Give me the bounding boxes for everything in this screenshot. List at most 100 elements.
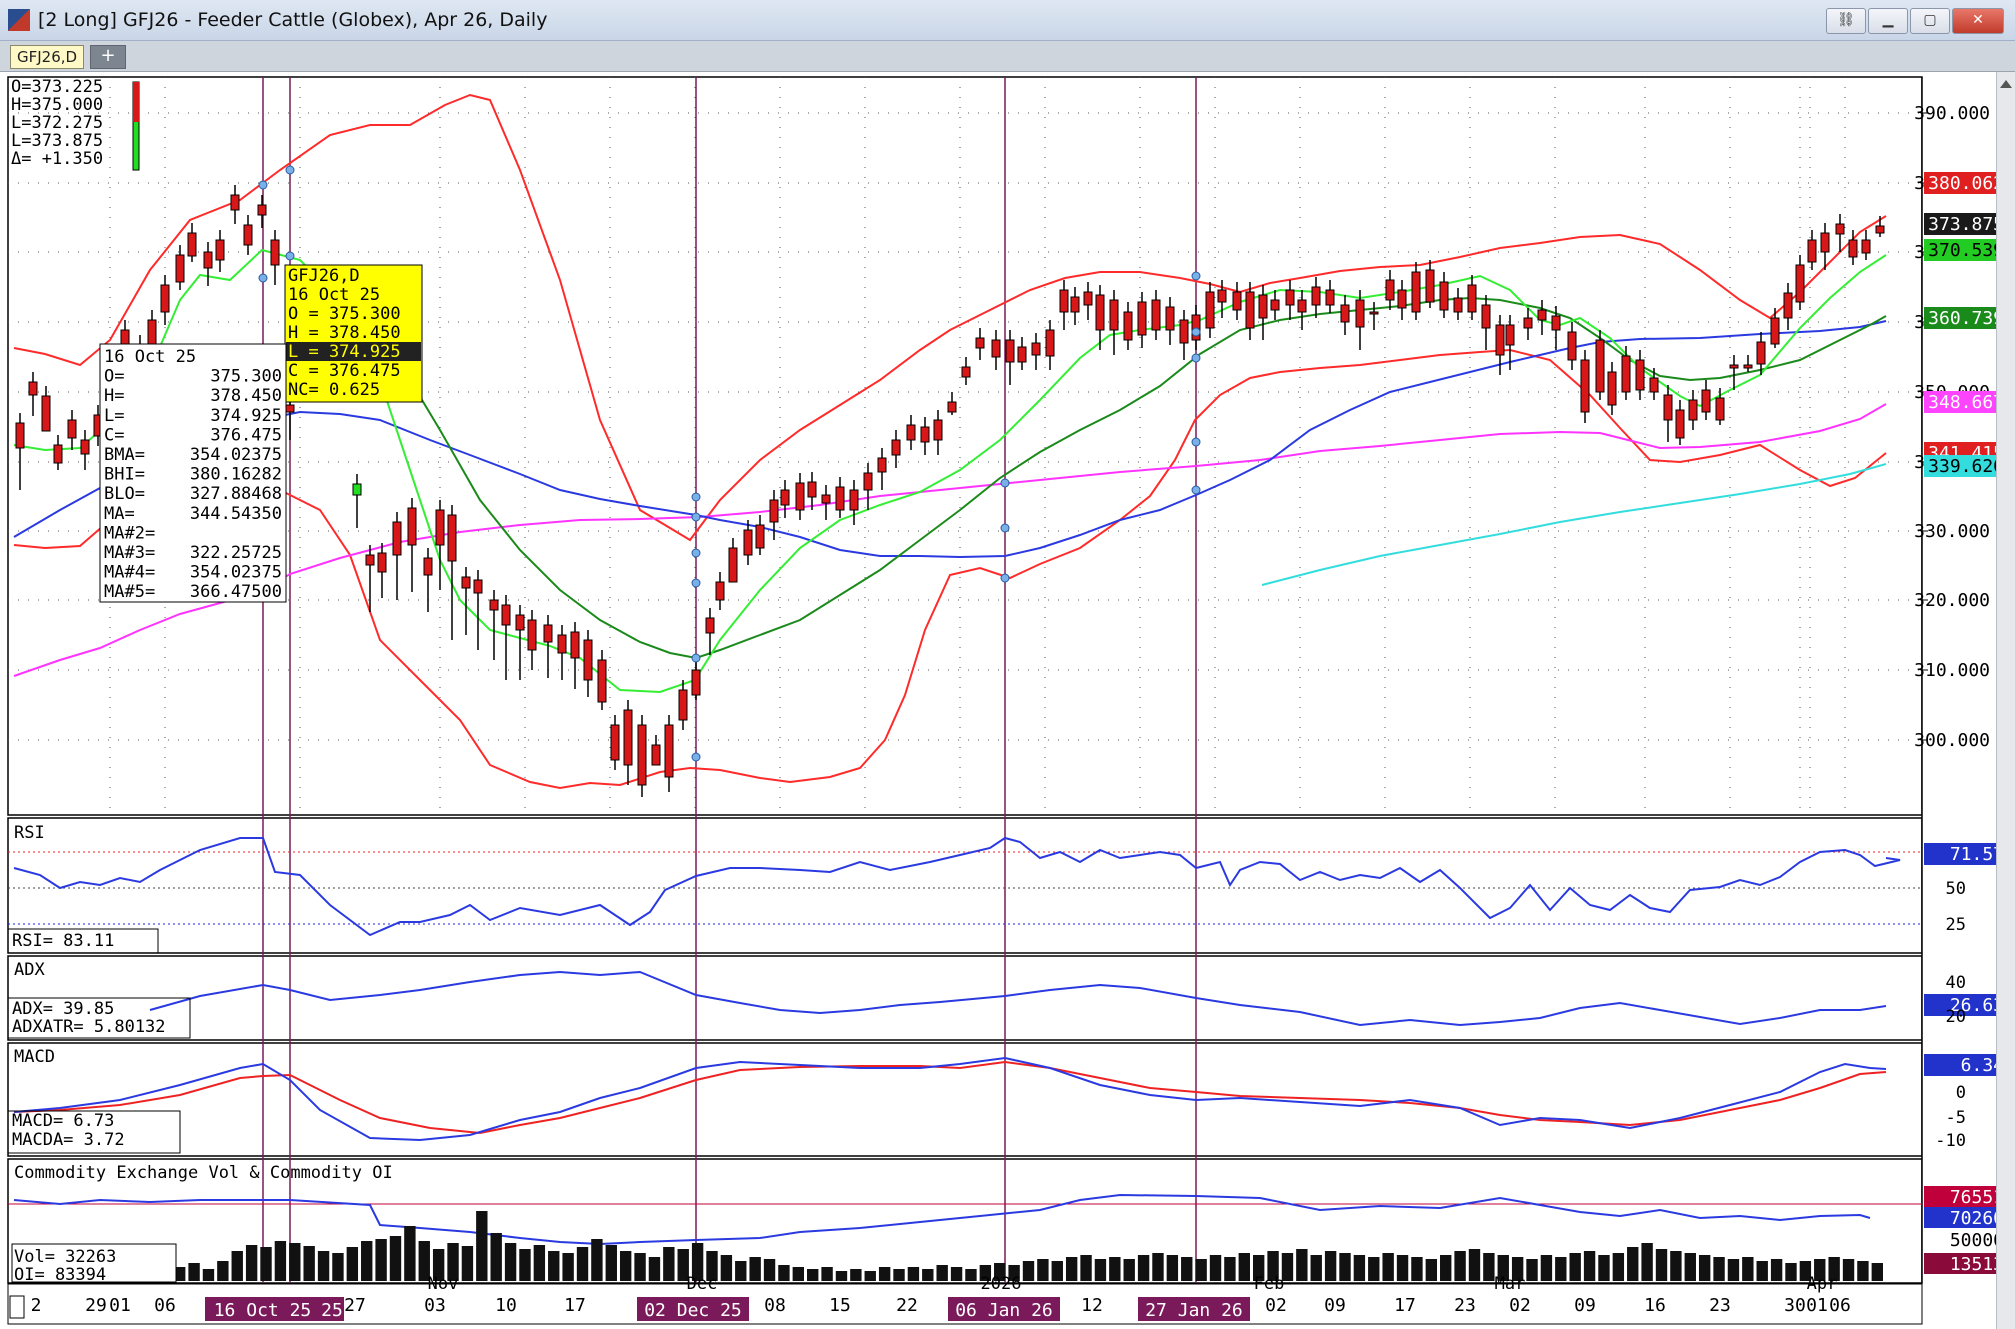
candlestick	[1385, 279, 1395, 301]
volume-bar	[548, 1251, 560, 1281]
window-title: [2 Long] GFJ26 - Feeder Cattle (Globex),…	[38, 9, 548, 31]
maximize-button[interactable]: ▢	[1910, 8, 1950, 34]
volume-bar	[1425, 1259, 1438, 1281]
candlestick	[1137, 301, 1147, 336]
tab-gfj26[interactable]: GFJ26,D	[10, 45, 85, 69]
volume-bar	[1109, 1257, 1121, 1281]
link-icon[interactable]: ⛓	[1826, 8, 1866, 34]
volume-bar	[835, 1271, 848, 1281]
volume-bar	[1612, 1253, 1625, 1281]
date-label: 22	[896, 1295, 918, 1316]
candlestick	[795, 482, 805, 511]
minimize-button[interactable]: ▁	[1868, 8, 1908, 34]
volume-bar	[1353, 1255, 1366, 1281]
adx-readout-box	[7, 997, 191, 1039]
volume-bar	[562, 1253, 574, 1281]
adx-line	[149, 970, 1887, 1027]
candlestick	[863, 472, 873, 491]
candlestick	[1179, 319, 1189, 344]
volume-bar	[533, 1245, 546, 1281]
price-marker	[1924, 172, 1996, 194]
scroll-left-button[interactable]	[9, 1295, 25, 1319]
volume-bar	[619, 1251, 632, 1281]
volume-bar	[1857, 1261, 1869, 1281]
volume-marker-label: 13513	[1950, 1254, 1996, 1275]
candlestick	[1701, 389, 1711, 413]
volume-bar	[1281, 1253, 1294, 1281]
candlestick	[1369, 311, 1379, 315]
volume-bar	[778, 1265, 790, 1281]
volume-bar	[1627, 1247, 1639, 1281]
candlestick	[215, 239, 225, 261]
volume-bar	[1022, 1261, 1035, 1281]
cursor-marker	[285, 165, 295, 175]
volume-bar	[1684, 1253, 1696, 1281]
add-tab-button[interactable]: +	[90, 45, 126, 69]
chart-canvas[interactable]: 390.000380.000370.000360.000350.000340.0…	[0, 72, 1996, 1329]
rsi-current-label: 71.57	[1950, 844, 1996, 865]
month-label: Feb	[1254, 1274, 1285, 1294]
tooltip-line: L = 374.925	[288, 342, 401, 362]
date-label: 09	[1574, 1295, 1596, 1316]
candlestick	[623, 709, 633, 766]
rsi-readout-box	[7, 928, 159, 954]
adx-panel[interactable]	[7, 955, 1923, 1041]
vertical-scrollbar[interactable]	[1996, 72, 2015, 1329]
data-window-value: 354.02375	[190, 563, 282, 583]
candlestick	[80, 439, 90, 455]
date-label: 02	[1509, 1295, 1531, 1316]
candlestick	[28, 381, 38, 396]
volume-bar	[979, 1265, 992, 1281]
cursor-marker	[691, 512, 701, 522]
candlestick	[365, 554, 375, 566]
month-label: Mar	[1495, 1274, 1526, 1294]
date-highlight	[1138, 1297, 1250, 1321]
candlestick	[1109, 299, 1119, 331]
price-panel[interactable]	[7, 76, 1923, 816]
macd-panel[interactable]	[7, 1042, 1923, 1157]
rsi-panel[interactable]	[7, 817, 1923, 954]
data-window-value: 380.16282	[190, 465, 282, 485]
candlestick	[1165, 306, 1175, 331]
scroll-up-icon[interactable]	[2000, 80, 2012, 88]
volume-bar	[1051, 1261, 1063, 1281]
candlestick	[1151, 299, 1161, 331]
candlestick	[270, 239, 280, 266]
date-label: 16	[1644, 1295, 1666, 1316]
candlestick	[1505, 324, 1515, 346]
candlestick	[807, 481, 817, 498]
volume-bar	[1411, 1257, 1423, 1281]
candlestick	[651, 744, 661, 766]
candlestick	[285, 404, 295, 413]
macd-current-label: 6.34	[1961, 1055, 1996, 1076]
volume-bar	[1065, 1257, 1078, 1281]
volume-bar	[1526, 1259, 1538, 1281]
candlestick	[1439, 281, 1449, 311]
volume-bar	[504, 1243, 517, 1281]
volume-bar	[1842, 1259, 1855, 1281]
date-label: 06	[154, 1295, 176, 1316]
volume-bar	[994, 1263, 1006, 1281]
volume-bar	[202, 1269, 215, 1281]
close-button[interactable]: ✕	[1952, 8, 2004, 34]
volume-bar	[389, 1236, 402, 1281]
price-marker-label: 348.667	[1928, 392, 1996, 413]
volume-bar	[476, 1211, 488, 1281]
candlestick	[610, 724, 620, 761]
candlestick	[1756, 341, 1766, 365]
candlestick	[691, 669, 701, 696]
volume-bar	[1468, 1249, 1481, 1281]
volume-marker	[1924, 1207, 1996, 1228]
candlestick	[1875, 225, 1885, 234]
candlestick	[1045, 329, 1055, 357]
data-window-label: BHI=	[104, 465, 145, 485]
data-window-label: BLO=	[104, 484, 145, 504]
volume-bar	[1569, 1253, 1581, 1281]
macd-readout-box	[7, 1110, 181, 1154]
candlestick	[423, 557, 433, 576]
price-marker	[1924, 213, 1996, 235]
date-label: 23	[1709, 1295, 1731, 1316]
tooltip-box	[284, 264, 423, 403]
candlestick	[1059, 289, 1069, 313]
candlestick	[15, 422, 25, 449]
